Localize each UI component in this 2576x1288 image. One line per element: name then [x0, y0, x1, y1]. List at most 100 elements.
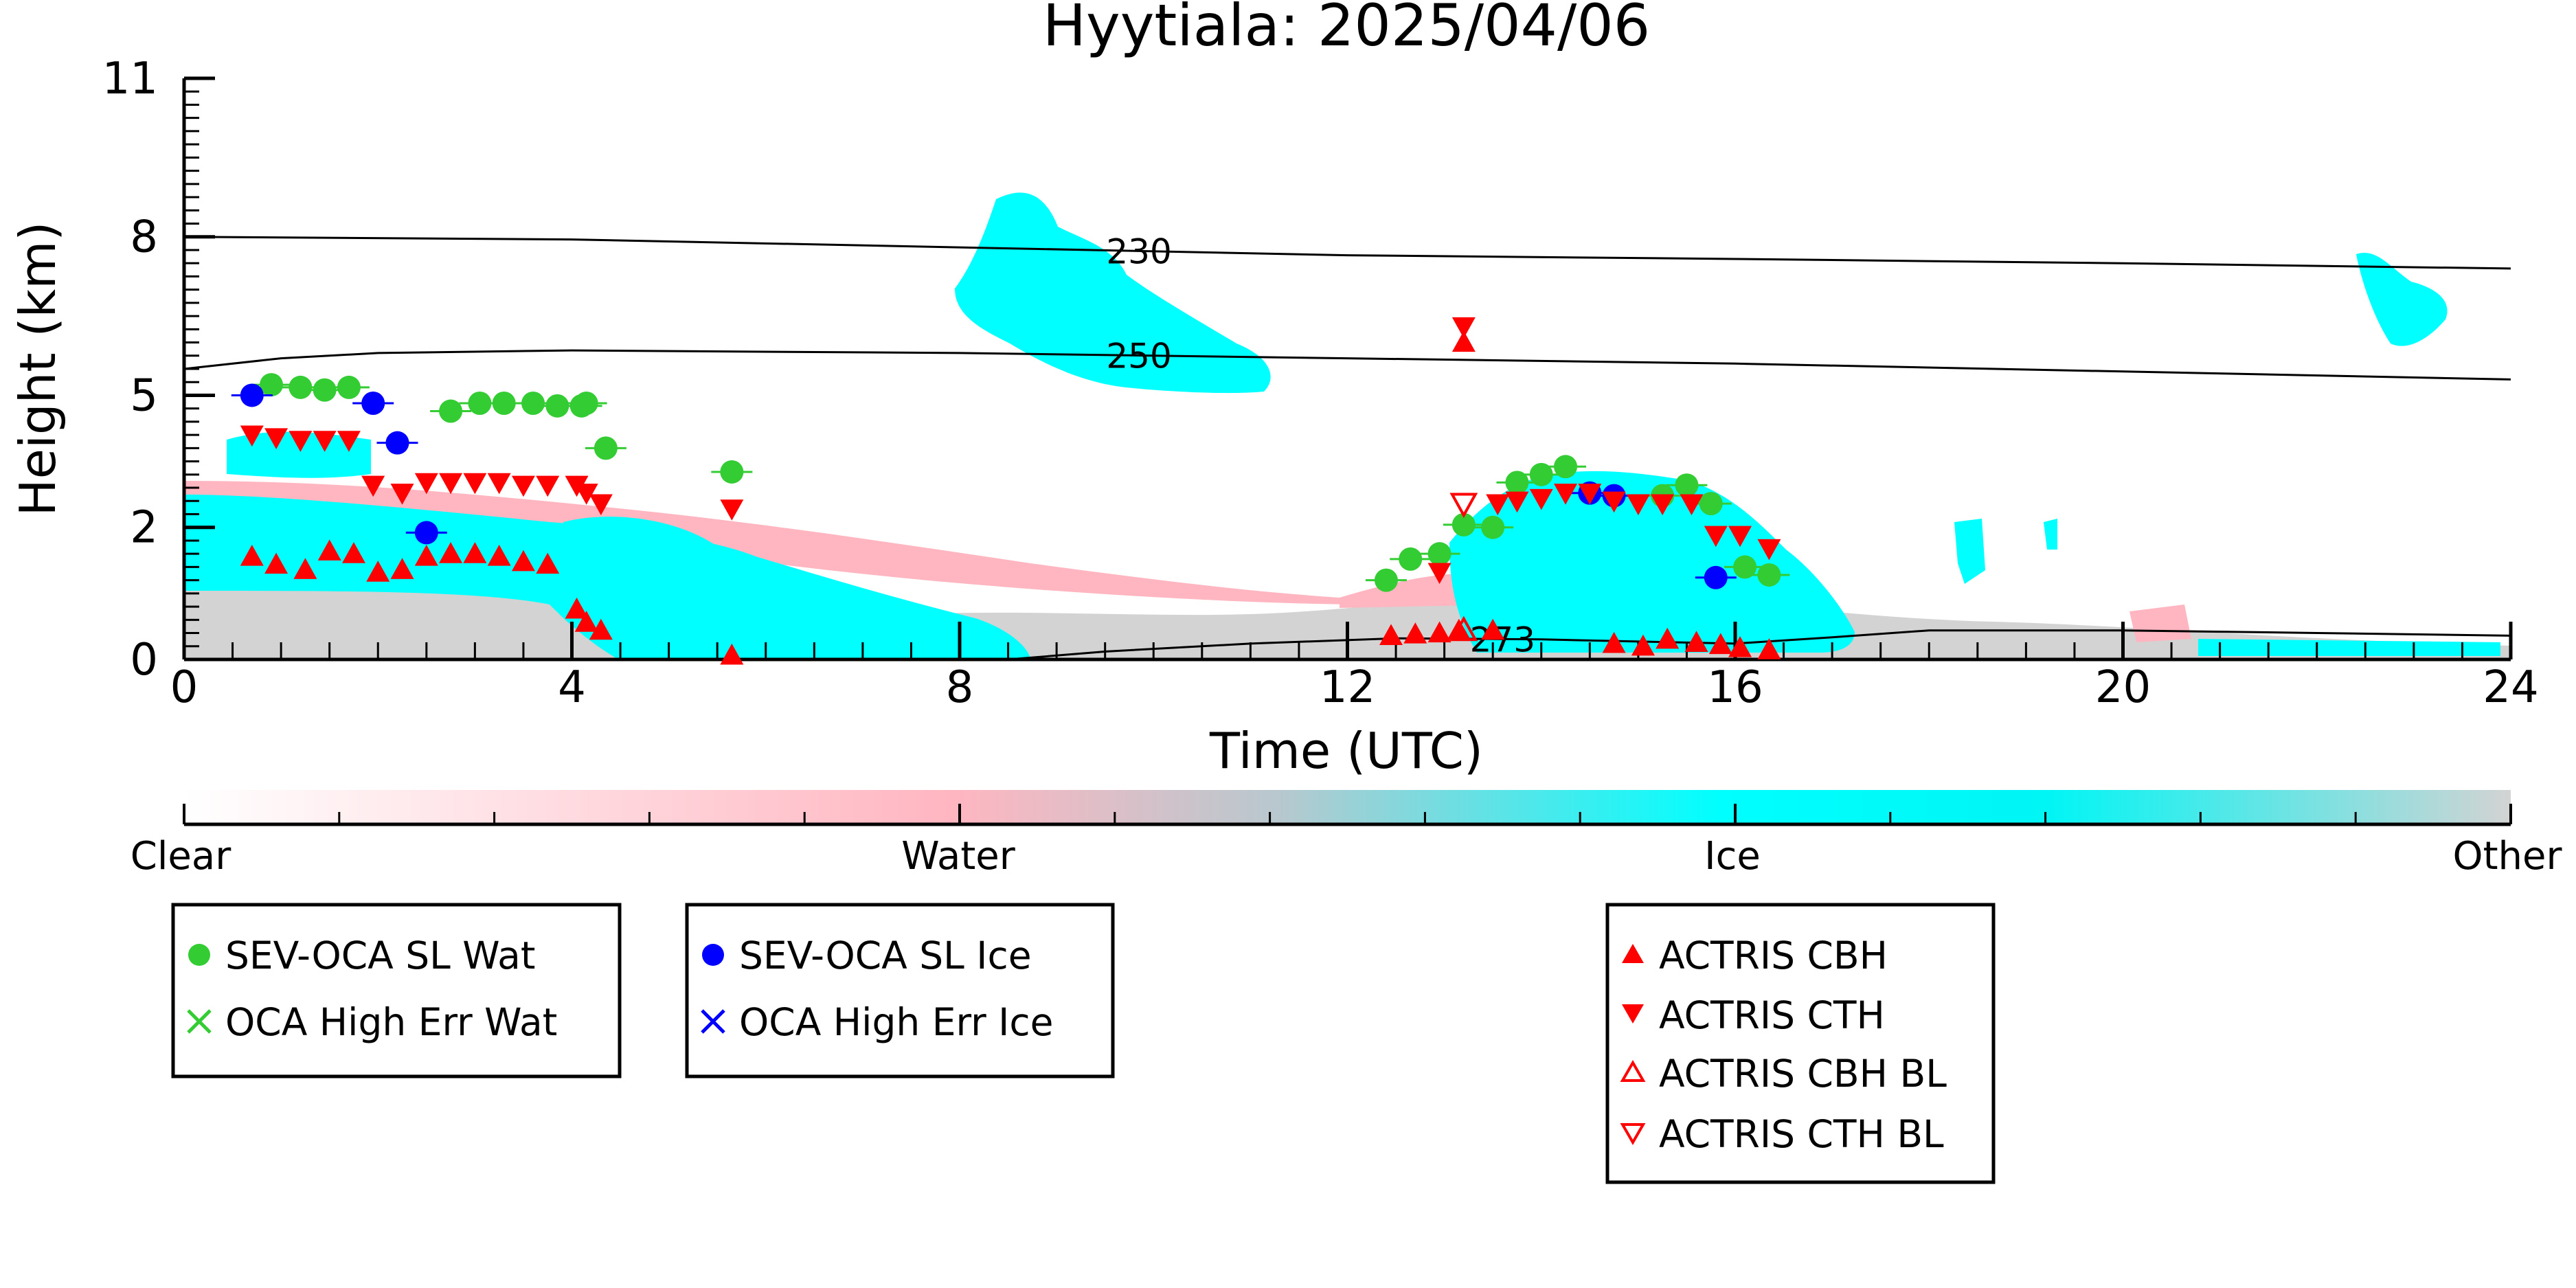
- legend-marker-circle: [188, 944, 210, 966]
- data-point: [511, 475, 535, 497]
- data-point: [574, 391, 598, 415]
- data-point: [313, 378, 337, 402]
- data-point: [1451, 317, 1476, 339]
- data-point: [1529, 462, 1553, 486]
- y-tick-label: 8: [130, 212, 158, 263]
- markers: [231, 317, 1790, 665]
- x-tick-label: 20: [2095, 662, 2151, 713]
- data-point: [264, 552, 289, 574]
- data-point: [439, 473, 463, 495]
- data-point: [1374, 568, 1398, 592]
- x-tick-label: 4: [558, 662, 586, 713]
- data-point: [366, 561, 390, 582]
- ice-region: [1449, 471, 1855, 653]
- legend-label: OCA High Err Wat: [225, 1000, 557, 1044]
- legend-label: OCA High Err Ice: [739, 1000, 1053, 1044]
- x-tick-label: 16: [1707, 662, 1763, 713]
- data-point: [260, 373, 284, 397]
- data-point: [264, 428, 289, 449]
- colorbar-tick-label: Other: [2452, 834, 2562, 879]
- data-point: [536, 475, 560, 497]
- data-point: [361, 475, 385, 497]
- ice-region: [955, 192, 1271, 394]
- data-point: [1602, 491, 1626, 513]
- data-point: [289, 431, 313, 452]
- data-point: [1602, 631, 1626, 653]
- data-point: [1704, 526, 1728, 547]
- y-tick-label: 0: [130, 635, 158, 686]
- ice-region: [2198, 639, 2500, 656]
- data-point: [390, 558, 414, 579]
- axes: 0 4 8 12 16 20 24 0 2 5 8 11: [102, 54, 2539, 713]
- x-tick-label: 24: [2483, 662, 2538, 713]
- data-point: [414, 545, 438, 566]
- legend-box: [685, 903, 1115, 1078]
- y-tick-label: 2: [130, 503, 158, 554]
- colorbar-tick-label: Clear: [131, 834, 231, 879]
- legend-box: [1605, 903, 1996, 1184]
- isotherms: 230 250 273: [183, 231, 2511, 661]
- data-point: [594, 436, 618, 460]
- isotherm-label: 273: [1470, 620, 1535, 659]
- x-axis-label: Time (UTC): [1209, 722, 1483, 780]
- ice-region: [2356, 253, 2448, 346]
- data-point: [463, 473, 487, 495]
- data-point: [1757, 638, 1781, 659]
- x-tick-label: 12: [1320, 662, 1375, 713]
- data-point: [1708, 633, 1732, 655]
- data-point: [1379, 624, 1403, 645]
- classification-field: [184, 192, 2511, 659]
- legend-box: [171, 903, 622, 1078]
- legend-marker-triangle-up: [1622, 944, 1644, 963]
- data-point: [463, 542, 487, 563]
- data-point: [487, 473, 511, 495]
- data-point: [414, 473, 438, 495]
- legend-marker-triangle-up-open: [1620, 1059, 1646, 1082]
- data-point: [1505, 491, 1529, 513]
- x-tick-label: 8: [946, 662, 974, 713]
- legend-label: ACTRIS CTH: [1659, 993, 1885, 1037]
- data-point: [545, 394, 569, 418]
- legend-label: ACTRIS CBH BL: [1659, 1052, 1947, 1096]
- x-ticks: 0 4 8 12 16 20 24: [170, 622, 2539, 713]
- isotherm-label: 250: [1106, 336, 1171, 376]
- data-point: [1449, 615, 1478, 642]
- isotherm-line: [183, 236, 2511, 270]
- data-point: [1675, 473, 1699, 497]
- data-point: [521, 391, 545, 415]
- ice-region: [227, 431, 371, 478]
- data-point: [1651, 494, 1675, 516]
- data-point: [361, 391, 385, 415]
- water-region: [184, 481, 1374, 605]
- data-point: [720, 499, 744, 521]
- data-point: [589, 494, 613, 516]
- ice-region: [563, 517, 721, 659]
- legend-label: ACTRIS CTH BL: [1659, 1112, 1944, 1156]
- data-point: [240, 545, 264, 566]
- data-point: [492, 391, 516, 415]
- data-point: [1451, 512, 1476, 536]
- data-point: [1684, 631, 1708, 652]
- data-point: [341, 542, 365, 563]
- data-point: [1757, 539, 1781, 561]
- data-point: [390, 484, 414, 505]
- legend-label: SEV-OCA SL Ice: [739, 934, 1032, 978]
- legend-marker-triangle-down-open: [1620, 1123, 1646, 1146]
- data-point: [1656, 627, 1680, 649]
- y-tick-label: 11: [102, 54, 158, 104]
- data-point: [468, 391, 492, 415]
- data-point: [1704, 565, 1728, 589]
- water-region: [2129, 605, 2191, 642]
- data-point: [1626, 494, 1650, 516]
- data-point: [574, 484, 598, 505]
- data-point: [565, 597, 589, 619]
- data-point: [1631, 634, 1655, 656]
- data-point: [313, 431, 337, 452]
- data-point: [289, 375, 313, 399]
- data-point: [720, 460, 744, 484]
- data-point: [1449, 493, 1478, 519]
- data-point: [511, 550, 535, 572]
- ice-region: [2044, 519, 2057, 550]
- legend-label: ACTRIS CBH: [1659, 934, 1888, 978]
